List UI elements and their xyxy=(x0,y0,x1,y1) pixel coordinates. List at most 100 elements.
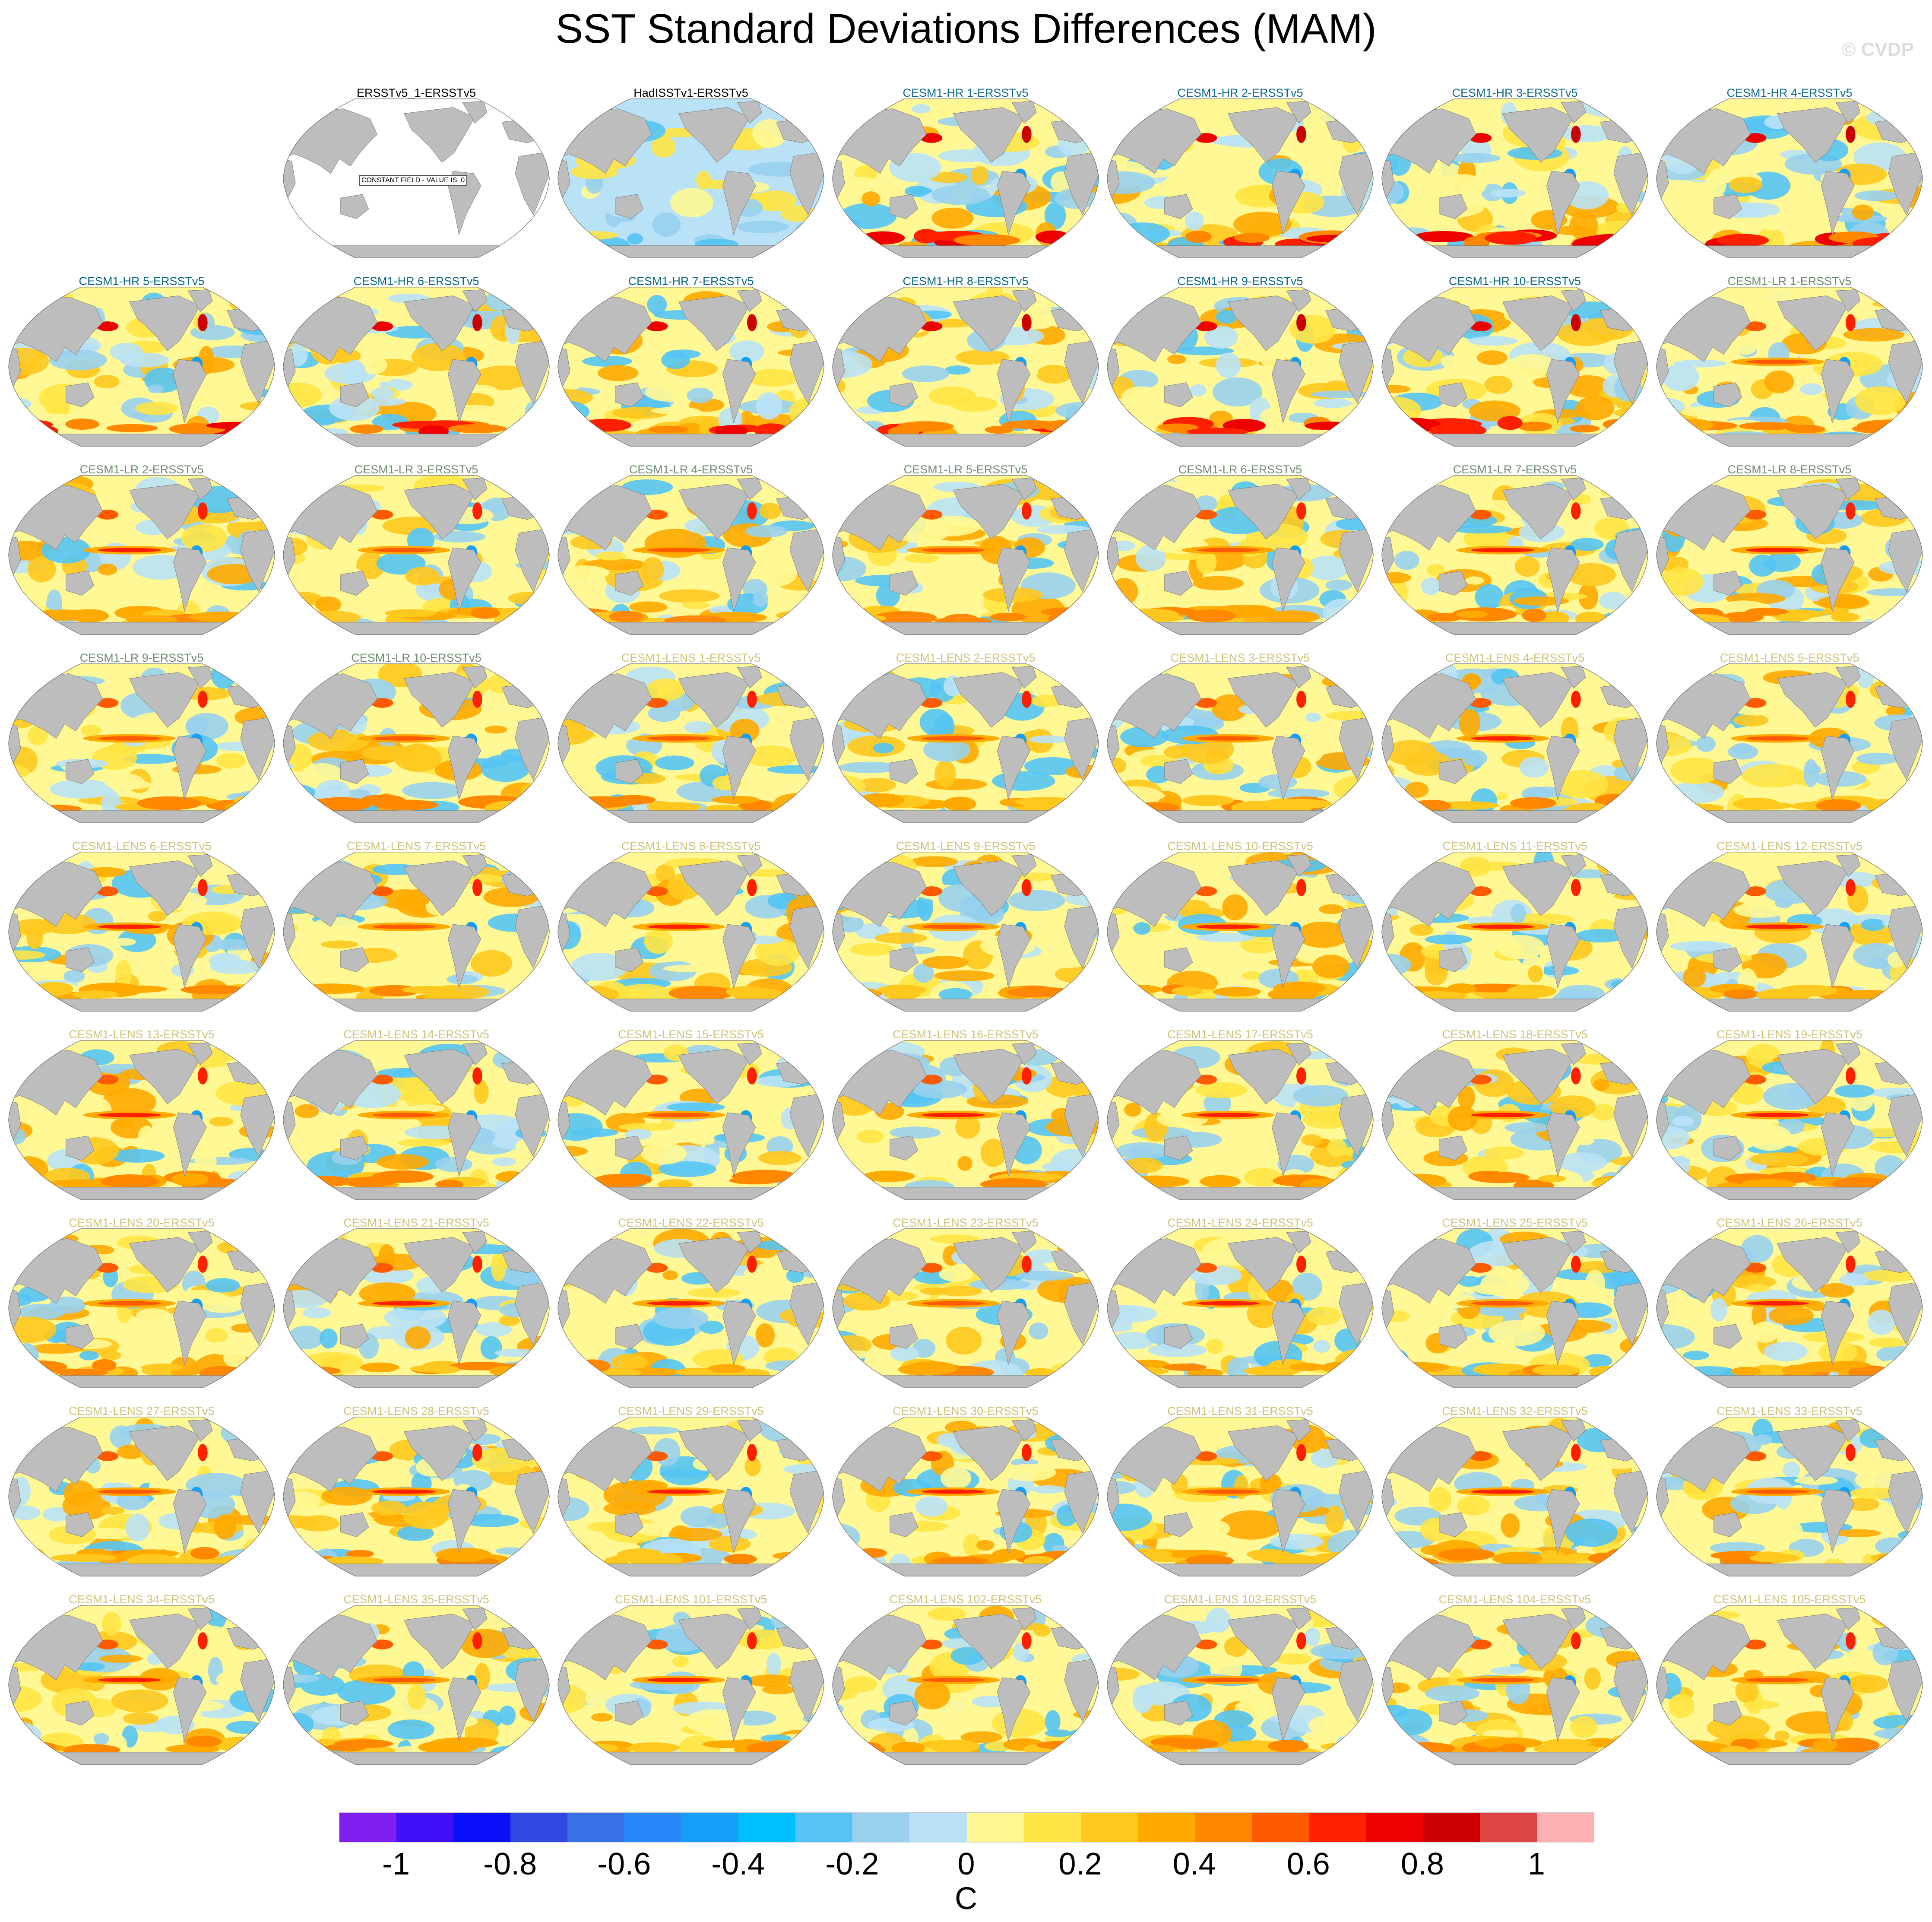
gulf-stream-patch xyxy=(1022,691,1032,708)
sst-anomaly-patch xyxy=(1342,1362,1374,1373)
land-mass xyxy=(29,1187,255,1200)
map-outline xyxy=(8,475,275,635)
land-mass xyxy=(227,1624,275,1650)
panel-title: CESM1-LENS 20-ERSSTv5 xyxy=(69,1216,215,1229)
southern-ocean-patch xyxy=(609,611,643,622)
southern-ocean-patch xyxy=(1739,422,1797,430)
panel-title: CESM1-LENS 9-ERSSTv5 xyxy=(896,840,1036,853)
southern-ocean-patch xyxy=(1213,986,1261,997)
sst-anomaly-patch xyxy=(405,567,440,586)
map-outline xyxy=(1656,1228,1923,1388)
southern-ocean-patch xyxy=(16,1744,67,1753)
panel-title: CESM1-HR 10-ERSSTv5 xyxy=(1448,275,1581,288)
gulf-stream-patch xyxy=(1296,502,1306,520)
sst-anomaly-patch xyxy=(1861,919,1886,931)
sst-anomaly-patch xyxy=(462,1514,519,1527)
sst-anomaly-patch xyxy=(1111,1332,1155,1350)
southern-ocean-patch xyxy=(214,1737,265,1752)
land-mass xyxy=(1821,1300,1855,1365)
southern-ocean-patch xyxy=(286,1177,335,1185)
sst-map xyxy=(1381,1040,1648,1200)
sst-anomaly-patch xyxy=(1519,757,1549,778)
southern-ocean-patch xyxy=(776,611,813,620)
land-mass xyxy=(1561,1231,1586,1254)
sst-anomaly-patch xyxy=(803,1353,824,1364)
land-mass xyxy=(501,1059,550,1085)
sst-anomaly-patch xyxy=(672,1656,689,1667)
southern-ocean-patch xyxy=(1571,802,1608,812)
map-panel: CESM1-LR 7-ERSSTv5 xyxy=(1378,463,1652,651)
sst-anomaly-patch xyxy=(1116,222,1170,245)
land-mass xyxy=(187,1419,213,1442)
sst-anomaly-patch xyxy=(1139,586,1173,605)
sst-anomaly-patch xyxy=(376,960,434,968)
land-mass xyxy=(227,683,275,708)
map-panel: CESM1-LENS 18-ERSSTv5 xyxy=(1378,1028,1652,1216)
sst-anomaly-patch xyxy=(1164,745,1192,759)
sst-anomaly-patch xyxy=(135,402,178,415)
land-mass xyxy=(303,245,529,258)
sst-anomaly-patch xyxy=(485,726,507,734)
sst-anomaly-patch xyxy=(1512,913,1573,925)
land-mass xyxy=(1713,1135,1742,1161)
sst-anomaly-patch xyxy=(1656,427,1686,436)
ocean-field xyxy=(283,475,550,635)
map-panel: CESM1-LENS 5-ERSSTv5 xyxy=(1652,651,1927,840)
sst-anomaly-patch xyxy=(8,1173,38,1196)
sst-anomaly-patch xyxy=(9,1156,49,1185)
kuroshio-patch xyxy=(920,133,943,143)
land-mass xyxy=(737,101,762,124)
sst-anomaly-patch xyxy=(1381,1438,1407,1453)
sst-anomaly-patch xyxy=(1668,1422,1693,1431)
southern-ocean-patch xyxy=(592,1174,646,1189)
sst-anomaly-patch xyxy=(647,295,667,314)
ocean-field xyxy=(1656,663,1923,823)
southern-ocean-patch xyxy=(1588,1552,1623,1564)
ocean-field xyxy=(557,1040,824,1200)
southern-ocean-patch xyxy=(1506,984,1557,998)
sst-anomaly-patch xyxy=(577,1745,594,1759)
gulf-stream-patch xyxy=(472,502,482,520)
southern-ocean-patch xyxy=(334,1739,393,1748)
sst-anomaly-patch xyxy=(205,1328,228,1344)
sst-anomaly-patch xyxy=(1473,500,1518,512)
map-outline xyxy=(1107,1228,1374,1388)
gulf-stream-patch xyxy=(1846,314,1856,331)
equatorial-core xyxy=(647,548,711,552)
sst-anomaly-patch xyxy=(1624,989,1646,1005)
sst-anomaly-patch xyxy=(789,398,824,427)
southern-ocean-patch xyxy=(1305,422,1354,430)
sst-anomaly-patch xyxy=(1052,1545,1069,1553)
land-mass xyxy=(1713,947,1742,972)
land-mass xyxy=(129,672,201,728)
equatorial-core xyxy=(98,1489,162,1494)
southern-ocean-patch xyxy=(234,796,259,806)
land-mass xyxy=(722,547,756,612)
ocean-field xyxy=(557,98,824,258)
land-mass xyxy=(303,999,529,1012)
southern-ocean-patch xyxy=(1182,795,1234,806)
equatorial-core xyxy=(372,1489,436,1494)
land-mass xyxy=(404,1049,475,1104)
kuroshio-patch xyxy=(1195,321,1217,331)
sst-anomaly-patch xyxy=(138,1126,155,1150)
sst-anomaly-patch xyxy=(1148,1343,1207,1357)
sst-anomaly-patch xyxy=(1441,355,1459,368)
sst-anomaly-patch xyxy=(1107,784,1124,803)
sst-anomaly-patch xyxy=(1876,1345,1919,1364)
equatorial-core xyxy=(372,548,436,552)
sst-map xyxy=(1107,1605,1374,1765)
southern-ocean-patch xyxy=(1864,799,1910,812)
land-mass xyxy=(852,1752,1079,1765)
sst-anomaly-patch xyxy=(491,1252,507,1282)
map-panel: CESM1-HR 6-ERSSTv5 xyxy=(279,275,554,463)
land-mass xyxy=(1777,1237,1849,1293)
land-mass xyxy=(1875,683,1923,708)
land-mass xyxy=(404,1237,475,1293)
map-outline xyxy=(1381,475,1648,635)
sst-anomaly-patch xyxy=(790,1175,824,1193)
map-panel: CESM1-HR 7-ERSSTv5 xyxy=(554,275,828,463)
southern-ocean-patch xyxy=(1877,1554,1902,1569)
ocean-field xyxy=(1381,1040,1648,1200)
land-mass xyxy=(462,101,488,124)
